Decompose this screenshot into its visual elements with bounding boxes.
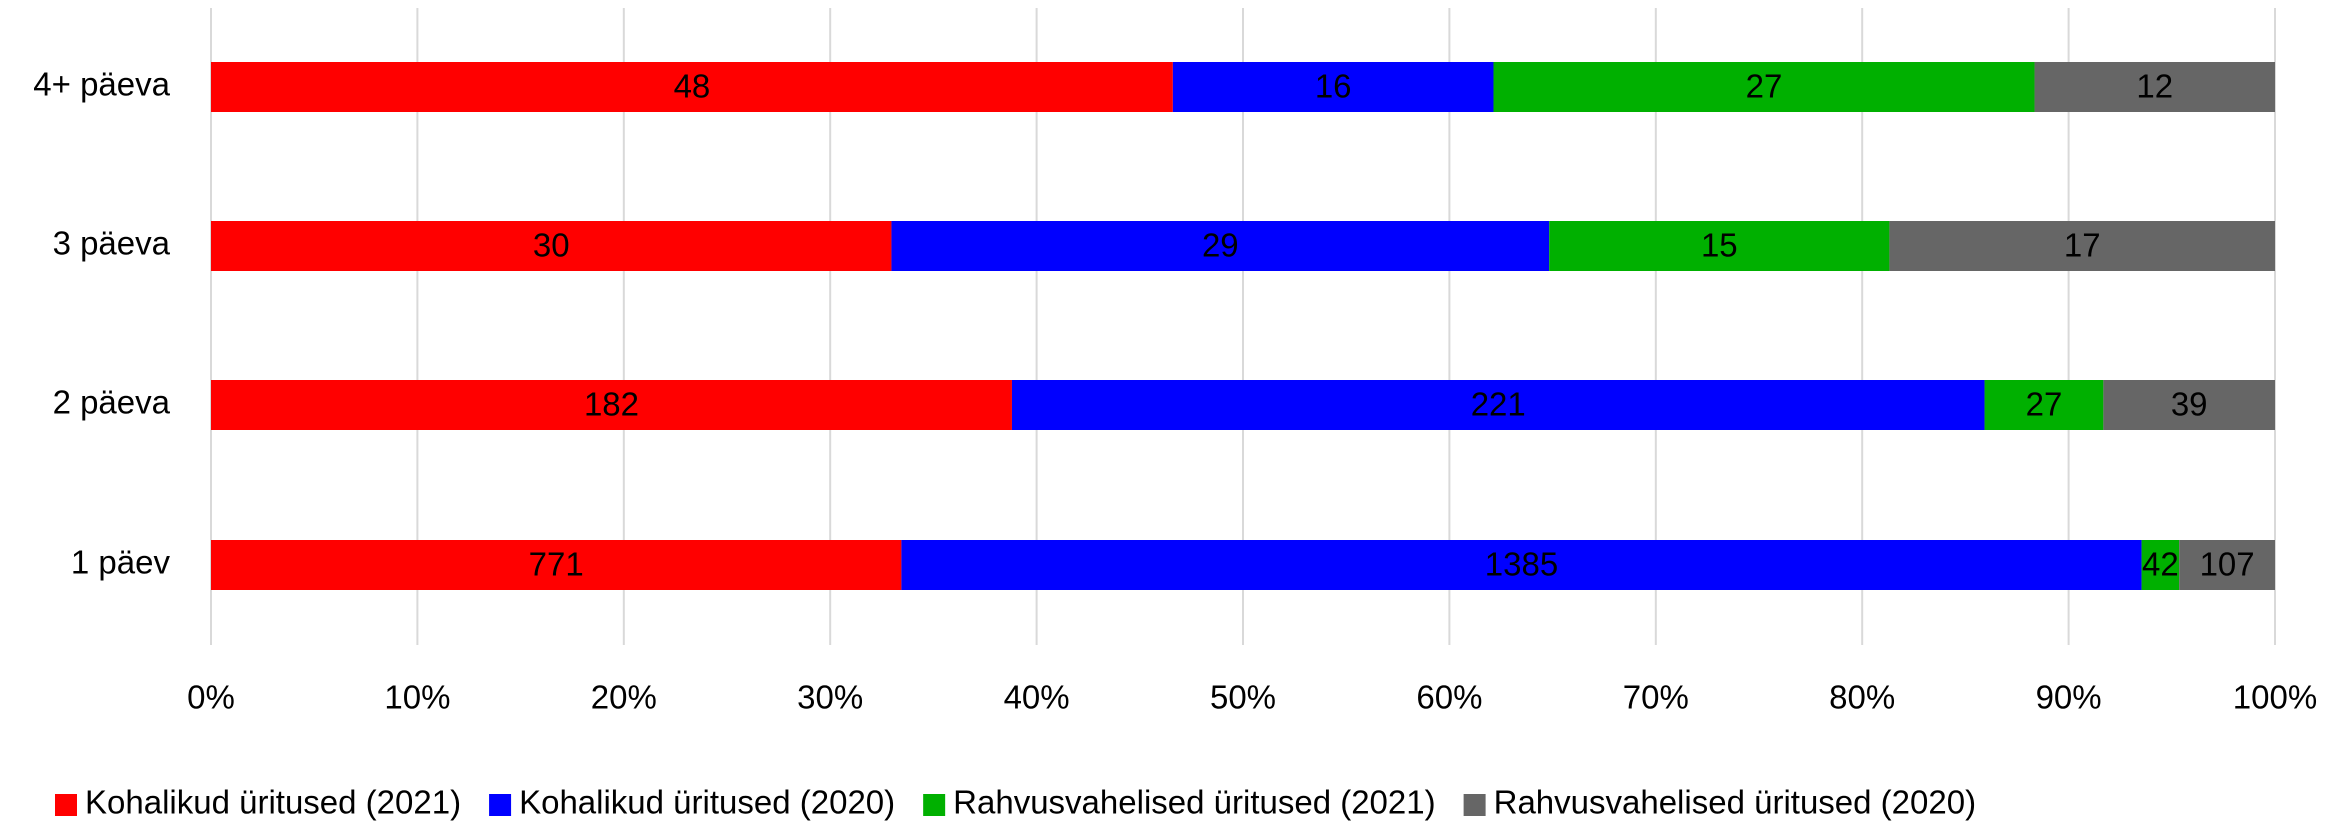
bar-segment	[2103, 380, 2275, 430]
legend-label: Kohalikud üritused (2021)	[85, 784, 461, 821]
data-label: 48	[674, 68, 711, 105]
x-tick-label: 30%	[797, 679, 863, 716]
bar-segment	[2179, 540, 2275, 590]
data-label: 1385	[1485, 546, 1558, 583]
legend-swatch	[923, 794, 946, 816]
legend-swatch	[1463, 794, 1486, 816]
data-label: 27	[2026, 386, 2063, 423]
legend-swatch	[489, 794, 512, 816]
y-tick-label: 1 päev	[71, 544, 171, 581]
bar-segment	[1889, 221, 2275, 271]
bar-segment	[211, 221, 892, 271]
data-label: 12	[2136, 68, 2173, 105]
data-label: 39	[2171, 386, 2208, 423]
x-tick-label: 40%	[1004, 679, 1070, 716]
bar-segment	[1172, 62, 1494, 112]
bar-segment	[1549, 221, 1890, 271]
x-tick-label: 20%	[591, 679, 657, 716]
data-label: 16	[1315, 68, 1352, 105]
data-label: 107	[2200, 546, 2255, 583]
legend-swatch	[55, 794, 77, 816]
data-label: 27	[1746, 68, 1783, 105]
y-tick-label: 4+ päeva	[33, 66, 170, 103]
x-tick-label: 60%	[1416, 679, 1482, 716]
data-label: 30	[533, 227, 570, 264]
x-tick-label: 90%	[2036, 679, 2102, 716]
data-label: 29	[1202, 227, 1239, 264]
bar-segment	[1493, 62, 2035, 112]
x-tick-label: 0%	[187, 679, 235, 716]
y-tick-label: 2 päeva	[53, 384, 171, 421]
bar-segment	[891, 221, 1550, 271]
bar-segment	[901, 540, 2142, 590]
x-tick-label: 10%	[384, 679, 450, 716]
bar-segment	[211, 540, 902, 590]
y-tick-label: 3 päeva	[53, 225, 171, 262]
data-label: 771	[529, 546, 584, 583]
data-label: 42	[2142, 546, 2179, 583]
x-tick-label: 70%	[1623, 679, 1689, 716]
legend-label: Rahvusvahelised üritused (2021)	[953, 784, 1435, 821]
data-label: 182	[584, 386, 639, 423]
x-tick-label: 50%	[1210, 679, 1276, 716]
legend-label: Rahvusvahelised üritused (2020)	[1494, 784, 1976, 821]
x-tick-label: 80%	[1829, 679, 1895, 716]
bar-segment	[2034, 62, 2275, 112]
data-label: 15	[1701, 227, 1738, 264]
bar-segment	[1011, 380, 1985, 430]
bar-segment	[211, 380, 1012, 430]
data-label: 221	[1471, 386, 1526, 423]
bar-segment	[211, 62, 1173, 112]
data-label: 17	[2064, 227, 2101, 264]
bar-segment	[2141, 540, 2180, 590]
legend-label: Kohalikud üritused (2020)	[519, 784, 895, 821]
x-tick-label: 100%	[2233, 679, 2317, 716]
bar-segment	[1984, 380, 2104, 430]
